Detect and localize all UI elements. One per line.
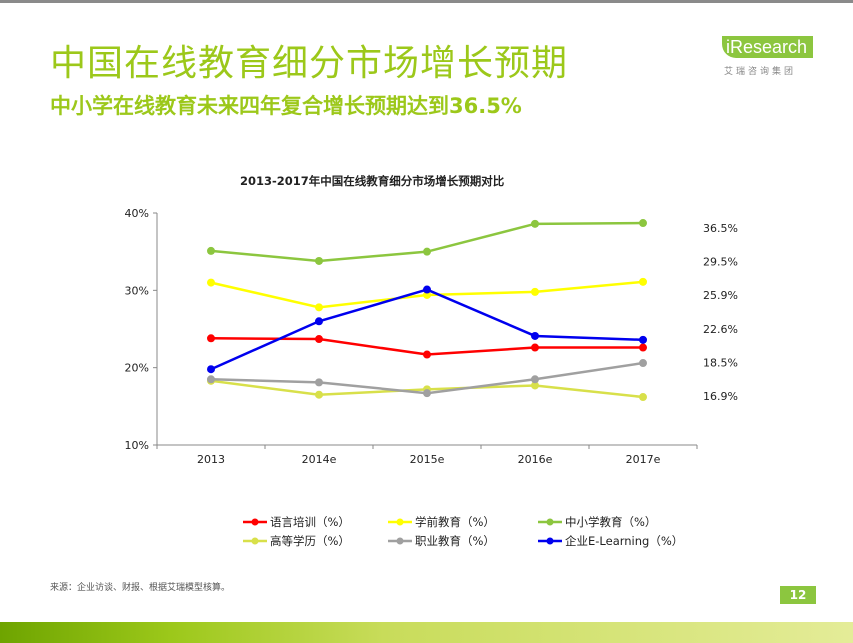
legend-label: 高等学历（%） xyxy=(270,534,350,548)
data-point xyxy=(315,390,323,399)
data-point xyxy=(639,343,647,352)
x-tick-label: 2016e xyxy=(518,453,553,466)
data-point xyxy=(639,277,647,286)
data-point xyxy=(423,389,431,398)
data-point xyxy=(639,335,647,344)
top-bar xyxy=(0,0,853,3)
data-point xyxy=(315,317,323,326)
page-title: 中国在线教育细分市场增长预期 xyxy=(50,43,569,84)
logo-brand: iResearch xyxy=(722,36,814,58)
legend-label: 企业E-Learning（%） xyxy=(565,534,683,548)
legend-marker xyxy=(251,518,259,526)
data-point xyxy=(639,219,647,228)
source-note: 来源：企业访谈、财报、根据艾瑞模型核算。 xyxy=(50,583,231,593)
data-point xyxy=(639,393,647,402)
bottom-band xyxy=(0,622,853,643)
data-point xyxy=(315,335,323,344)
data-point xyxy=(531,381,539,390)
legend-marker xyxy=(251,537,259,545)
right-value-label: 25.9% xyxy=(703,289,738,302)
y-tick-label: 10% xyxy=(125,439,149,452)
y-tick-label: 30% xyxy=(125,284,149,297)
legend-label: 职业教育（%） xyxy=(415,534,495,548)
data-point xyxy=(531,219,539,228)
right-value-label: 36.5% xyxy=(703,222,738,235)
right-value-label: 29.5% xyxy=(703,256,738,269)
data-point xyxy=(315,256,323,265)
page-number: 12 xyxy=(780,586,816,604)
legend-marker xyxy=(546,537,554,545)
logo-tagline: 艾瑞咨询集团 xyxy=(724,67,797,77)
data-point xyxy=(423,285,431,294)
y-tick-label: 40% xyxy=(125,207,149,220)
legend-marker xyxy=(396,518,404,526)
data-point xyxy=(207,375,215,384)
x-tick-label: 2014e xyxy=(302,453,337,466)
data-point xyxy=(531,331,539,340)
right-value-label: 18.5% xyxy=(703,356,738,369)
x-tick-label: 2015e xyxy=(410,453,445,466)
data-point xyxy=(639,359,647,368)
data-point xyxy=(207,246,215,255)
legend-label: 学前教育（%） xyxy=(415,515,495,529)
page-subtitle: 中小学在线教育未来四年复合增长预期达到36.5% xyxy=(50,94,522,118)
legend-label: 中小学教育（%） xyxy=(565,515,656,529)
chart-title: 2013-2017年中国在线教育细分市场增长预期对比 xyxy=(240,174,505,188)
legend-marker xyxy=(546,518,554,526)
data-point xyxy=(315,303,323,312)
data-point xyxy=(531,343,539,352)
data-point xyxy=(423,247,431,256)
x-tick-label: 2013 xyxy=(197,453,225,466)
data-point xyxy=(207,365,215,374)
data-point xyxy=(531,287,539,296)
y-tick-label: 20% xyxy=(125,362,149,375)
right-value-label: 16.9% xyxy=(703,390,738,403)
data-point xyxy=(315,378,323,387)
data-point xyxy=(531,375,539,384)
legend-label: 语言培训（%） xyxy=(270,515,350,529)
data-point xyxy=(207,278,215,287)
x-tick-label: 2017e xyxy=(626,453,661,466)
legend-marker xyxy=(396,537,404,545)
right-value-label: 22.6% xyxy=(703,323,738,336)
data-point xyxy=(207,334,215,343)
data-point xyxy=(423,350,431,359)
